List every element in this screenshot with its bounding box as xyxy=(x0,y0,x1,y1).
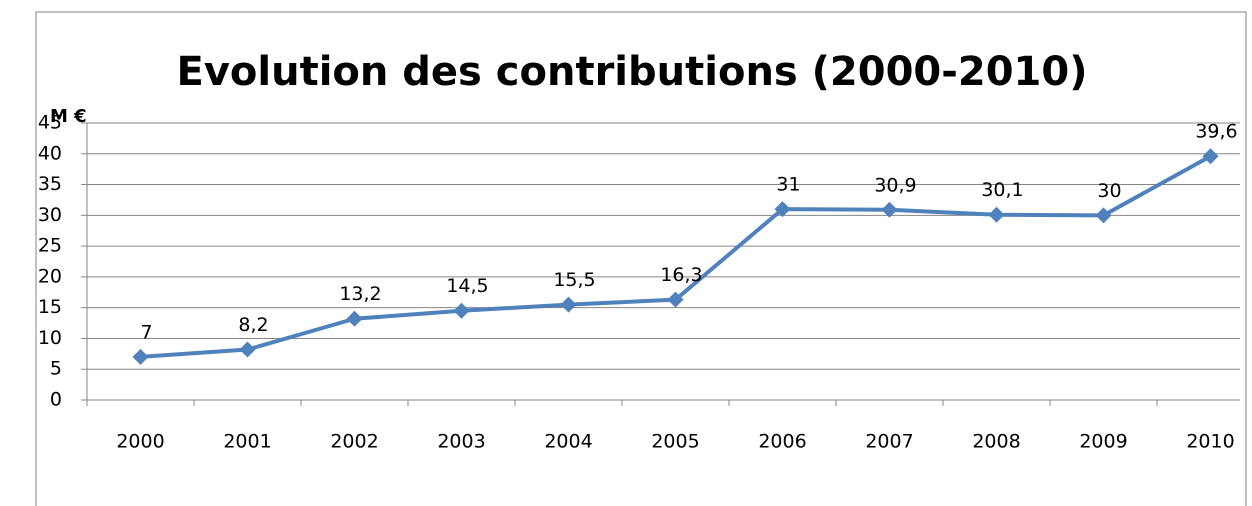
data-label: 30,9 xyxy=(874,174,916,196)
data-label: 15,5 xyxy=(553,269,595,291)
data-point xyxy=(239,341,256,358)
data-label: 14,5 xyxy=(446,275,488,297)
y-tick-label: 45 xyxy=(38,112,62,134)
data-point xyxy=(346,310,363,327)
data-label: 39,6 xyxy=(1195,121,1237,143)
chart-title: Evolution des contributions (2000-2010) xyxy=(177,49,1088,95)
y-tick-label: 20 xyxy=(38,265,62,287)
data-label: 30,1 xyxy=(981,179,1023,201)
data-label: 16,3 xyxy=(660,264,702,286)
x-tick-label: 2007 xyxy=(865,431,913,453)
data-label: 13,2 xyxy=(339,283,381,305)
y-tick-label: 15 xyxy=(38,296,62,318)
x-tick-label: 2005 xyxy=(651,431,699,453)
x-tick-label: 2004 xyxy=(544,431,592,453)
data-point xyxy=(560,296,577,313)
data-point xyxy=(453,302,470,319)
x-tick-label: 2003 xyxy=(437,431,485,453)
chart-border xyxy=(35,11,1247,506)
data-point xyxy=(667,291,684,308)
data-label: 7 xyxy=(140,321,152,343)
x-tick-label: 2006 xyxy=(758,431,806,453)
y-tick-label: 0 xyxy=(50,389,62,411)
x-tick-label: 2000 xyxy=(116,431,164,453)
x-tick-label: 2002 xyxy=(330,431,378,453)
data-point xyxy=(1202,148,1219,165)
data-point xyxy=(988,206,1005,223)
y-tick-label: 30 xyxy=(38,204,62,226)
data-label: 30 xyxy=(1097,180,1121,202)
data-label: 31 xyxy=(776,174,800,196)
series-line xyxy=(140,154,1212,359)
data-label: 8,2 xyxy=(238,314,268,336)
data-point xyxy=(132,348,149,365)
x-tick-label: 2009 xyxy=(1079,431,1127,453)
data-point xyxy=(774,201,791,218)
y-tick-label: 40 xyxy=(38,142,62,164)
data-point xyxy=(881,201,898,218)
y-tick-label: 35 xyxy=(38,173,62,195)
y-tick-label: 10 xyxy=(38,327,62,349)
data-point xyxy=(1095,207,1112,224)
y-tick-label: 5 xyxy=(50,358,62,380)
y-axis-label: M € xyxy=(50,106,87,127)
x-tick-label: 2010 xyxy=(1186,431,1234,453)
x-tick-label: 2001 xyxy=(223,431,271,453)
y-tick-label: 25 xyxy=(38,235,62,257)
x-tick-label: 2008 xyxy=(972,431,1020,453)
